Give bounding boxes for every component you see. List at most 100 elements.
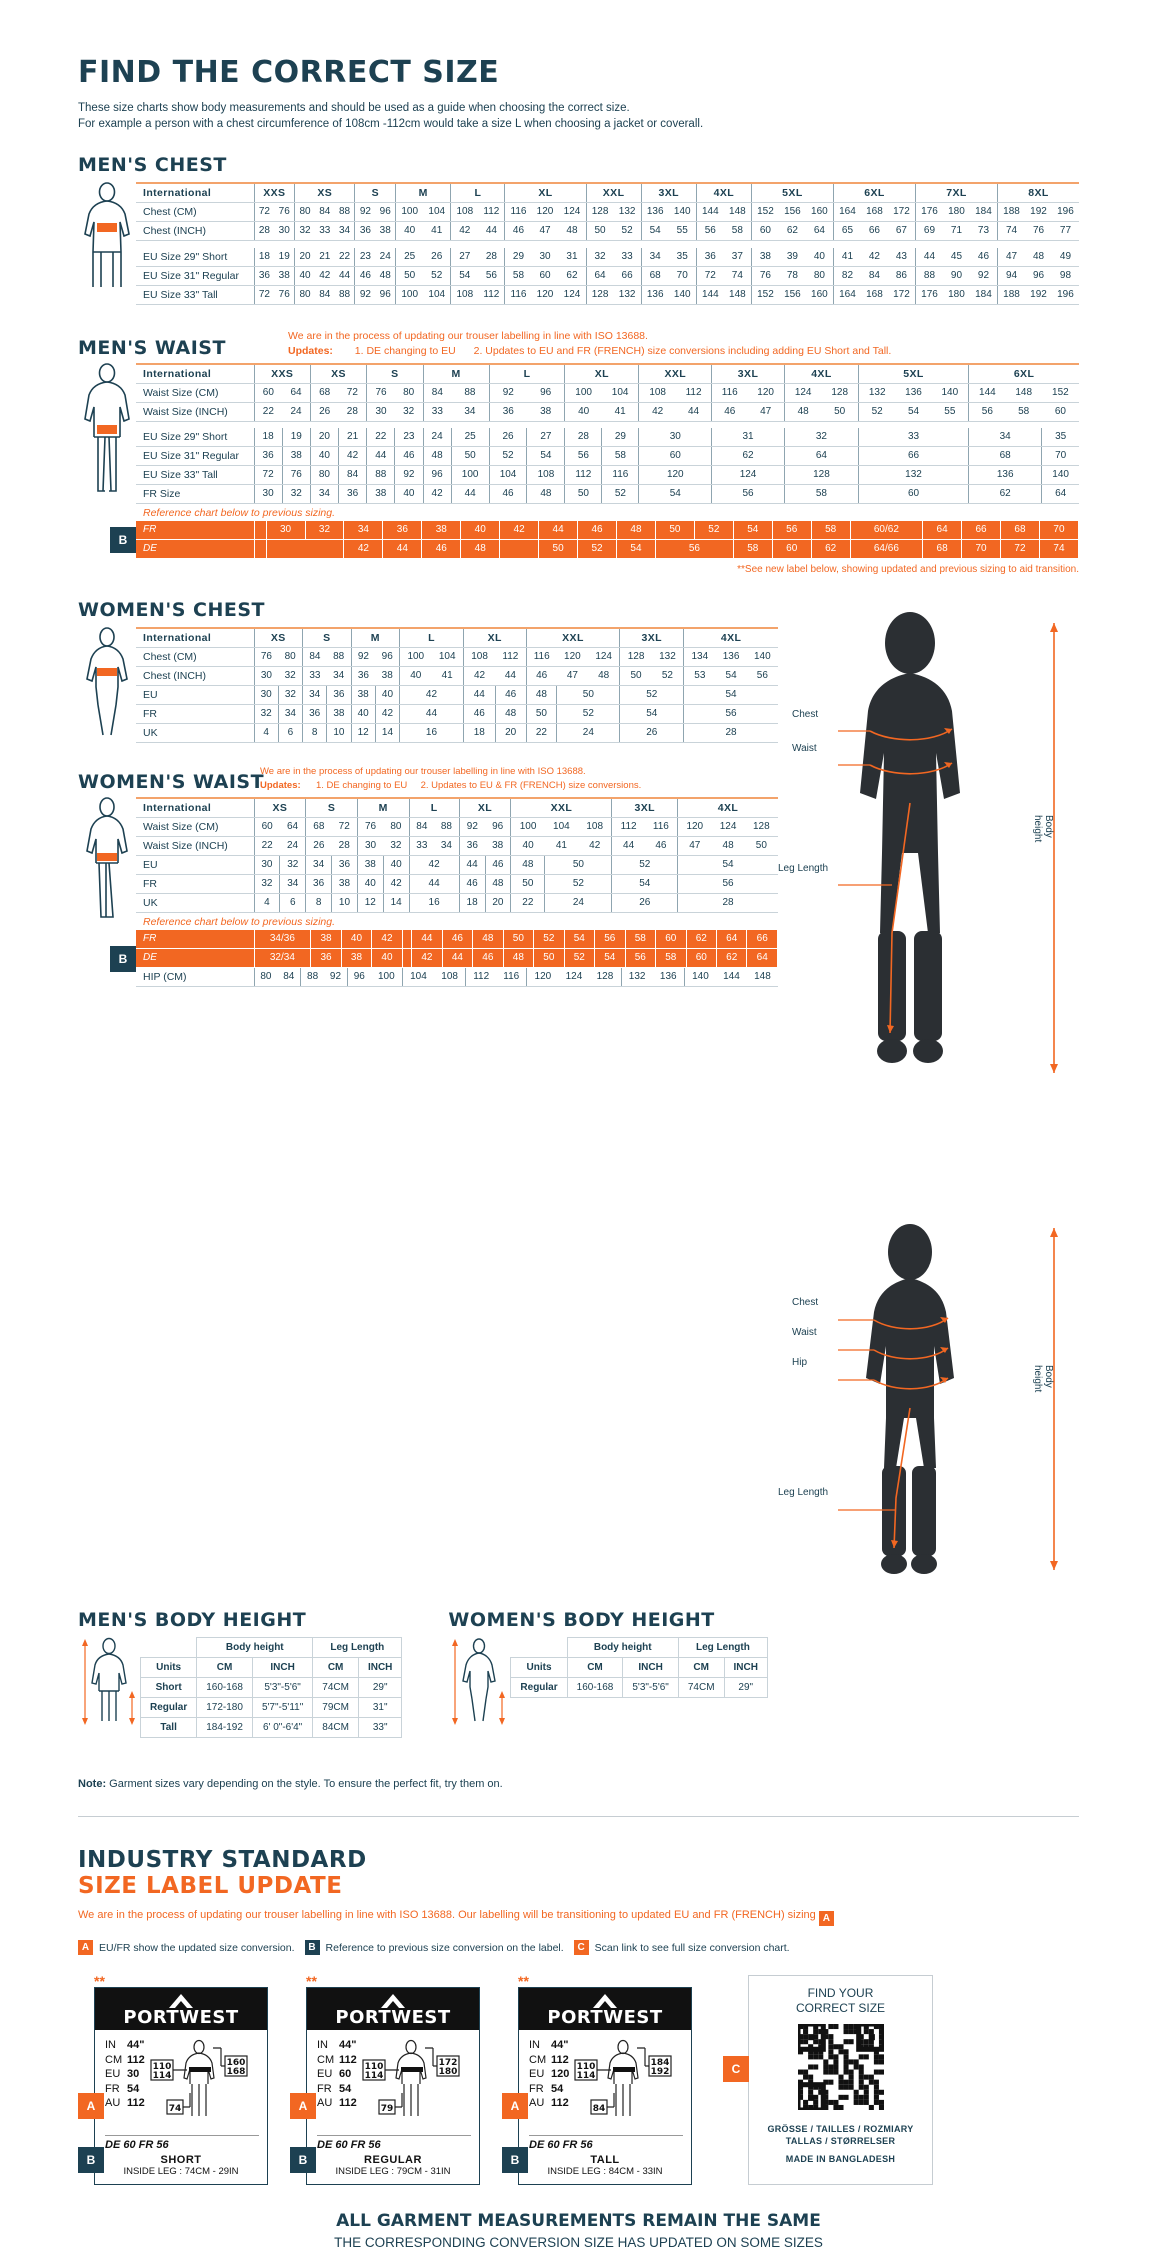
table-cell: 132 — [613, 285, 642, 305]
table-cell: 84 — [422, 383, 452, 403]
table-cell: 92 — [969, 266, 998, 286]
orange-cell — [499, 539, 540, 559]
womens-body-height-heading: WOMEN'S BODY HEIGHT — [448, 1609, 715, 1631]
table-cell: 156 — [778, 202, 806, 222]
table-cell: 184 — [969, 285, 998, 305]
table-cell: 20 — [494, 723, 527, 743]
mannequin-column: Chest Waist Leg Length Body height — [778, 575, 1079, 1583]
table-cell: 32 — [394, 402, 424, 422]
table-cell: 96 — [485, 817, 511, 837]
bh-header-row: Units CM INCH CM INCH — [510, 1657, 768, 1678]
table-cell: 24 — [544, 893, 612, 913]
bh-column-header: Units — [510, 1657, 568, 1678]
table-cell: 84 — [408, 817, 435, 837]
orange-cell: 70 — [961, 539, 1002, 559]
table-cell: 48 — [375, 266, 396, 286]
qr-code-card[interactable]: FIND YOUR CORRECT SIZE GRÖSSE / TAILLES / … — [723, 1975, 933, 2185]
column-header-size: XS — [309, 363, 367, 384]
table-cell: 32 — [294, 221, 315, 241]
label-leg-value: 74 — [168, 2104, 181, 2114]
orange-cell: 56 — [655, 539, 734, 559]
bh-cell: Regular — [139, 1697, 198, 1718]
table-row: EU Size 31" Regular 36 38 40 42 44 46 48 50 52 54 5… — [136, 446, 1079, 466]
label-size-list: IN 44" CM 112 EU 30 FR 54 AU 112 — [105, 2038, 145, 2127]
qr-code-image[interactable] — [757, 2021, 924, 2115]
table-row: Chest (INCH) 28 30 32 33 34 36 38 40 41 42 44 46 47 48… — [136, 221, 1079, 241]
table-cell: 100 — [564, 383, 602, 403]
label-size-key: IN — [105, 2039, 116, 2051]
table-cell: 132 — [857, 465, 969, 485]
label-size-key: AU — [529, 2097, 545, 2109]
legend-chip: A — [78, 1940, 93, 1955]
womens-chest-heading: WOMEN'S CHEST — [78, 599, 265, 621]
qr-foot-line1: GRÖSSE / TAILLES / ROZMIARY — [767, 2124, 914, 2134]
label-size-key: FR — [317, 2082, 332, 2095]
orange-cell: 56 — [594, 930, 626, 949]
footer-line-2: THE CORRESPONDING CONVERSION SIZE HAS UP… — [334, 2235, 823, 2250]
table-cell: 28 — [677, 893, 778, 913]
orange-row-label: FR — [136, 930, 255, 949]
label-previous-sizing: DE 60 FR 56 — [105, 2135, 259, 2151]
table-cell: 67 — [887, 221, 916, 241]
table-row: EU Size 29" Short 18 19 20 21 22 23 24 25 26 27 28 2… — [136, 247, 1079, 267]
womens-waist-table-container: International XS S M L XL XXL 3XL 4XL Waist Size … — [136, 797, 778, 930]
orange-cell: 72 — [1000, 539, 1040, 559]
portwest-logo-header: PORTWEST — [519, 1988, 691, 2030]
orange-cell: 52 — [564, 948, 596, 968]
bh-blank — [511, 1638, 567, 1658]
table-cell: 62 — [968, 484, 1042, 504]
label-card-body: PORTWEST IN 44" CM 112 EU 60 FR 54 AU 112 110 114 172… — [306, 1987, 480, 2185]
table-cell: 14 — [374, 723, 400, 743]
womens-body-height-table: Body height Leg Length Units CM INCH CM INCH Re… — [510, 1637, 768, 1698]
table-cell: 16 — [399, 723, 464, 743]
table-cell: 41 — [431, 666, 464, 686]
table-cell: 40 — [395, 221, 424, 241]
label-stars: ** — [518, 1973, 529, 1989]
bh-cell: Regular — [510, 1677, 568, 1698]
table-cell: 54 — [450, 266, 479, 286]
table-cell: 74 — [723, 266, 752, 286]
table-cell: 53 — [683, 666, 716, 686]
table-cell: 108 — [462, 647, 496, 667]
table-cell: 28 — [253, 221, 275, 241]
table-cell: 140 — [668, 202, 697, 222]
table-cell: 92 — [354, 202, 376, 222]
table-cell: 40 — [356, 874, 384, 894]
bh-column-header: CM — [566, 1657, 624, 1678]
table-cell: 41 — [832, 247, 861, 267]
fit-note-text: Garment sizes vary depending on the styl… — [106, 1778, 503, 1790]
table-cell: 31 — [711, 428, 785, 447]
table-cell: 140 — [683, 968, 716, 987]
table-cell: 34 — [326, 666, 352, 686]
column-header-international: International — [136, 363, 254, 384]
female-mannequin-illustration — [838, 1224, 1058, 1574]
table-cell: 23 — [394, 428, 424, 447]
table-cell: 48 — [1025, 247, 1052, 267]
table-cell: 42 — [338, 446, 367, 466]
table-spacer-row — [136, 241, 1079, 248]
row-label: UK — [136, 723, 254, 743]
label-size-row: IN 44" — [317, 2038, 357, 2053]
table-cell: 39 — [778, 247, 806, 267]
table-cell: 38 — [485, 836, 511, 856]
table-cell: 88 — [326, 647, 352, 667]
table-cell: 112 — [675, 383, 712, 403]
table-cell: 33 — [302, 666, 327, 686]
table-cell: 60 — [253, 817, 280, 837]
bh-cell: 31" — [357, 1697, 403, 1718]
table-cell: 80 — [394, 383, 424, 403]
orange-cell: 46 — [472, 948, 504, 968]
label-size-value: 112 — [551, 2053, 569, 2066]
svg-text:PORTWEST: PORTWEST — [123, 2007, 238, 2026]
table-cell: 124 — [558, 285, 587, 305]
label-size-key: IN — [529, 2039, 540, 2051]
table-cell: 124 — [711, 817, 745, 837]
table-cell: 22 — [366, 428, 395, 447]
table-cell: 66 — [857, 446, 969, 466]
label-size-key: EU — [317, 2068, 333, 2080]
bh-column-header: CM — [677, 1657, 725, 1678]
table-row: EU Size 31" Regular 36 38 40 42 44 46 48 50 52 54 5… — [136, 266, 1079, 286]
label-stars: ** — [94, 1973, 105, 1989]
table-cell: 28 — [338, 402, 367, 422]
orange-row-label: DE — [136, 948, 255, 968]
